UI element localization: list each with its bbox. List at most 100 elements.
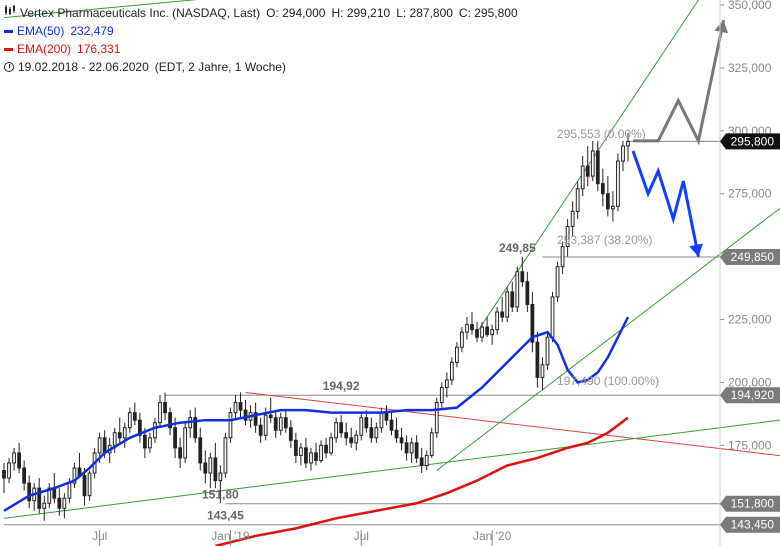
candle xyxy=(178,437,183,468)
ema200-line xyxy=(215,416,629,546)
candle xyxy=(434,397,439,438)
candle xyxy=(42,495,47,521)
candle-body xyxy=(132,412,137,421)
candle xyxy=(82,468,87,506)
fib-level-label: 253,387 (38.20%) xyxy=(557,233,652,247)
candle-body xyxy=(500,311,505,318)
candle xyxy=(480,322,484,343)
candle-body xyxy=(72,467,77,484)
ema50-label: EMA(50) xyxy=(17,24,65,38)
candle xyxy=(329,432,333,456)
candle-body xyxy=(344,432,349,439)
candle-body xyxy=(158,402,162,424)
ema50-series xyxy=(3,316,630,512)
x-axis: Jul Jan '19 Jul Jan '20 xyxy=(92,529,512,546)
candle-body xyxy=(540,364,545,378)
ohlc-high: H: 299,210 xyxy=(331,6,391,20)
level-value-label: 151,80 xyxy=(202,488,239,502)
candle xyxy=(510,281,515,312)
candle-body xyxy=(57,497,62,509)
candle xyxy=(490,324,495,345)
candle-body xyxy=(550,296,555,338)
candlestick-icon xyxy=(4,4,17,22)
candle xyxy=(384,405,389,426)
candlestick-series xyxy=(2,132,630,521)
candle xyxy=(27,475,32,509)
price-tag: 295,800 xyxy=(720,133,780,150)
candle xyxy=(87,470,92,501)
x-tick-label: Jul xyxy=(354,529,369,543)
candle-body xyxy=(117,432,122,439)
candle-body xyxy=(293,439,298,456)
candle xyxy=(188,410,193,438)
price-tag-label: 295,800 xyxy=(731,134,775,148)
candle xyxy=(394,417,399,443)
candle-body xyxy=(455,346,459,363)
x-tick-label: Jul xyxy=(92,529,107,543)
candle-body xyxy=(575,188,580,212)
bearish-scenario-line xyxy=(631,150,700,257)
candle-body xyxy=(374,427,379,439)
candle-body xyxy=(349,437,354,444)
candle-body xyxy=(183,427,188,459)
candle xyxy=(37,478,42,514)
candle-body xyxy=(268,414,273,419)
ema50-line xyxy=(3,316,630,512)
candle xyxy=(369,417,374,443)
candle xyxy=(560,241,565,275)
candle xyxy=(374,422,379,443)
candle xyxy=(137,412,142,443)
candle xyxy=(153,417,157,443)
y-tick-label: 175,000 xyxy=(728,438,772,452)
candle-body xyxy=(570,210,575,227)
price-tag-bg xyxy=(720,495,780,512)
ohlc-open: O: 294,000 xyxy=(266,6,326,20)
candle xyxy=(455,342,459,368)
candle xyxy=(112,427,117,453)
candle-body xyxy=(520,271,525,283)
candle-body xyxy=(319,444,323,461)
candle-body xyxy=(67,482,72,499)
x-tick-label: Jan '20 xyxy=(473,529,512,543)
candle-body xyxy=(439,386,444,404)
candle xyxy=(404,435,409,461)
candle xyxy=(223,432,228,479)
candle-body xyxy=(47,487,52,504)
candle xyxy=(414,435,419,463)
candle xyxy=(253,402,258,433)
candle-body xyxy=(314,452,318,461)
price-tag: 151,800 xyxy=(720,495,780,512)
candle xyxy=(17,442,21,474)
candle-body xyxy=(112,432,117,446)
trendline-long-support xyxy=(3,419,780,519)
candle-body xyxy=(193,417,198,439)
candle-body xyxy=(203,462,208,474)
ohlc-close: C: 295,800 xyxy=(458,6,518,20)
price-tag: 249,850 xyxy=(720,249,780,266)
candle-body xyxy=(208,457,213,474)
x-tick-label: Jan '19 xyxy=(211,529,250,543)
legend-title-row: Vertex Pharmaceuticals Inc. (NASDAQ, Las… xyxy=(4,4,518,22)
bearish-scenario-arrowhead xyxy=(689,243,703,257)
candle-body xyxy=(143,434,147,449)
candle xyxy=(364,410,369,433)
candle xyxy=(535,332,540,388)
candle-body xyxy=(148,437,152,449)
candle-body xyxy=(424,454,429,466)
candle xyxy=(278,412,283,436)
candle-body xyxy=(530,303,535,343)
candle xyxy=(2,462,6,494)
candle xyxy=(324,437,328,458)
candle xyxy=(339,415,344,438)
period-info: (EDT, 2 Jahre, 1 Woche) xyxy=(154,60,286,74)
candle-body xyxy=(394,429,399,439)
candle-body xyxy=(238,402,243,411)
candle-body xyxy=(364,417,369,429)
candle-body xyxy=(218,472,223,482)
ema200-value: 176,331 xyxy=(77,42,121,56)
chart-legend: Vertex Pharmaceuticals Inc. (NASDAQ, Las… xyxy=(4,4,518,76)
candle xyxy=(193,407,198,443)
candle xyxy=(495,306,500,335)
candle xyxy=(299,442,303,466)
